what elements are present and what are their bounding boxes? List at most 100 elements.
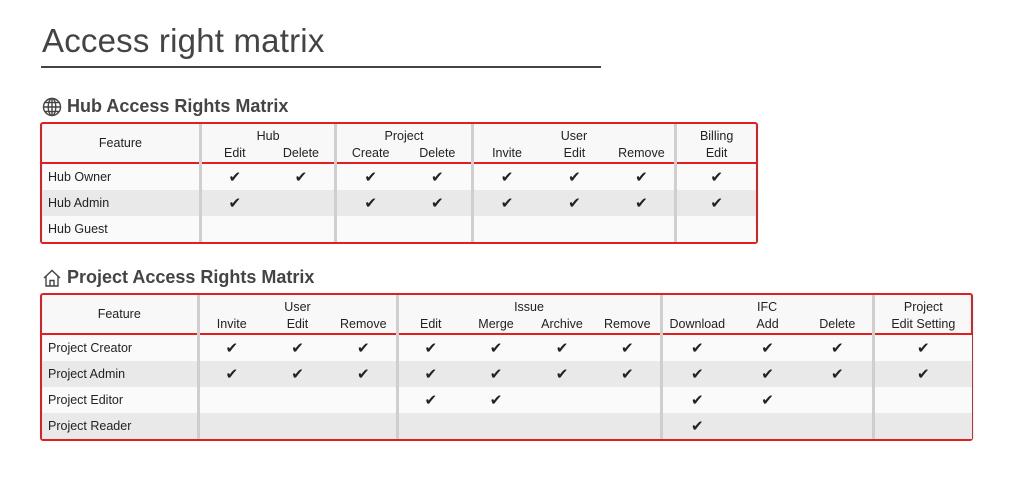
permission-cell: ✔ <box>403 190 473 216</box>
check-icon: ✔ <box>761 366 774 383</box>
permission-cell <box>264 413 331 439</box>
check-icon: ✔ <box>291 366 304 383</box>
permission-cell: ✔ <box>871 334 973 361</box>
permission-cell: ✔ <box>659 361 733 387</box>
permission-cell: ✔ <box>674 163 756 190</box>
permission-cell: ✔ <box>595 334 662 361</box>
role-label: Hub Guest <box>42 216 201 242</box>
permission-cell <box>540 216 609 242</box>
group-header-project: Project <box>334 124 473 143</box>
column-header-edit: Edit <box>674 143 756 164</box>
check-icon: ✔ <box>690 366 704 383</box>
permission-cell <box>470 216 541 242</box>
permission-cell <box>803 413 874 439</box>
permission-cell: ✔ <box>659 334 733 361</box>
permission-cell <box>267 216 336 242</box>
permission-cell: ✔ <box>395 361 464 387</box>
permission-cell: ✔ <box>529 334 596 361</box>
permission-cell: ✔ <box>463 334 530 361</box>
project-section-title-text: Project Access Rights Matrix <box>67 267 315 287</box>
permission-cell <box>463 413 530 439</box>
check-icon: ✔ <box>431 169 444 186</box>
permission-cell: ✔ <box>198 190 268 216</box>
group-header-issue: Issue <box>395 295 662 314</box>
project-access-matrix: Feature User Issue IFC Project Invite Edit Remo… <box>40 293 973 441</box>
permission-cell: ✔ <box>803 334 874 361</box>
permission-cell <box>334 216 404 242</box>
permission-cell: ✔ <box>196 334 264 361</box>
check-icon: ✔ <box>500 195 514 212</box>
permission-cell: ✔ <box>395 334 464 361</box>
check-icon: ✔ <box>364 195 377 212</box>
permission-cell <box>803 387 874 413</box>
check-icon: ✔ <box>489 392 503 409</box>
check-icon: ✔ <box>690 392 704 409</box>
column-header-add: Add <box>732 314 804 335</box>
permission-cell <box>267 190 336 216</box>
check-icon: ✔ <box>364 169 377 186</box>
permission-cell: ✔ <box>198 163 268 190</box>
permission-cell: ✔ <box>470 190 541 216</box>
check-icon: ✔ <box>228 195 242 212</box>
check-icon: ✔ <box>225 340 239 357</box>
check-icon: ✔ <box>555 340 569 357</box>
column-header-edit: Edit <box>198 143 268 164</box>
permission-cell <box>529 387 596 413</box>
permission-cell <box>196 387 264 413</box>
column-header-edit: Edit <box>264 314 331 335</box>
check-icon: ✔ <box>635 169 648 186</box>
table-row: Hub Admin ✔ ✔ ✔ ✔ ✔ ✔ ✔ <box>42 190 756 216</box>
check-icon: ✔ <box>917 366 930 383</box>
permission-cell: ✔ <box>196 361 264 387</box>
hub-access-matrix: Feature Hub Project User Billing Edit Delete Cr… <box>40 122 758 244</box>
permission-cell <box>529 413 596 439</box>
role-label: Hub Owner <box>42 163 201 190</box>
column-header-remove: Remove <box>331 314 398 335</box>
permission-cell: ✔ <box>395 387 464 413</box>
column-header-archive: Archive <box>529 314 596 335</box>
check-icon: ✔ <box>500 169 514 186</box>
check-icon: ✔ <box>690 418 704 435</box>
check-icon: ✔ <box>620 366 634 383</box>
check-icon: ✔ <box>431 195 444 212</box>
check-icon: ✔ <box>489 366 503 383</box>
feature-header: Feature <box>42 124 201 164</box>
table-row: Hub Owner ✔ ✔ ✔ ✔ ✔ ✔ ✔ ✔ <box>42 163 756 190</box>
feature-header: Feature <box>42 295 198 335</box>
column-header-merge: Merge <box>463 314 530 335</box>
column-header-delete: Delete <box>803 314 874 335</box>
permission-cell <box>871 387 973 413</box>
column-header-download: Download <box>659 314 733 335</box>
table-row: Project Creator ✔ ✔ ✔ ✔ ✔ ✔ ✔ ✔ ✔ ✔ ✔ <box>42 334 973 361</box>
permission-cell <box>264 387 331 413</box>
check-icon: ✔ <box>761 392 774 409</box>
permission-cell: ✔ <box>608 190 676 216</box>
hub-section-title: Hub Access Rights Matrix <box>42 96 288 117</box>
check-icon: ✔ <box>424 392 438 409</box>
check-icon: ✔ <box>710 195 723 212</box>
home-icon <box>43 269 61 287</box>
column-header-create: Create <box>334 143 404 164</box>
hub-section-title-text: Hub Access Rights Matrix <box>67 96 289 116</box>
check-icon: ✔ <box>489 340 503 357</box>
check-icon: ✔ <box>761 340 774 357</box>
check-icon: ✔ <box>555 366 569 383</box>
permission-cell: ✔ <box>331 361 398 387</box>
check-icon: ✔ <box>225 366 239 383</box>
permission-cell: ✔ <box>803 361 874 387</box>
permission-cell: ✔ <box>540 163 609 190</box>
column-header-delete: Delete <box>267 143 336 164</box>
role-label: Project Admin <box>42 361 198 387</box>
role-label: Hub Admin <box>42 190 201 216</box>
check-icon: ✔ <box>710 169 723 186</box>
table-row: Project Reader ✔ <box>42 413 973 439</box>
column-header-edit-setting: Edit Setting <box>871 314 973 335</box>
check-icon: ✔ <box>568 195 581 212</box>
check-icon: ✔ <box>424 366 438 383</box>
table-row: Project Editor ✔ ✔ ✔ ✔ <box>42 387 973 413</box>
check-icon: ✔ <box>356 340 370 357</box>
check-icon: ✔ <box>690 340 704 357</box>
column-header-edit: Edit <box>395 314 464 335</box>
role-label: Project Reader <box>42 413 198 439</box>
permission-cell <box>403 216 473 242</box>
